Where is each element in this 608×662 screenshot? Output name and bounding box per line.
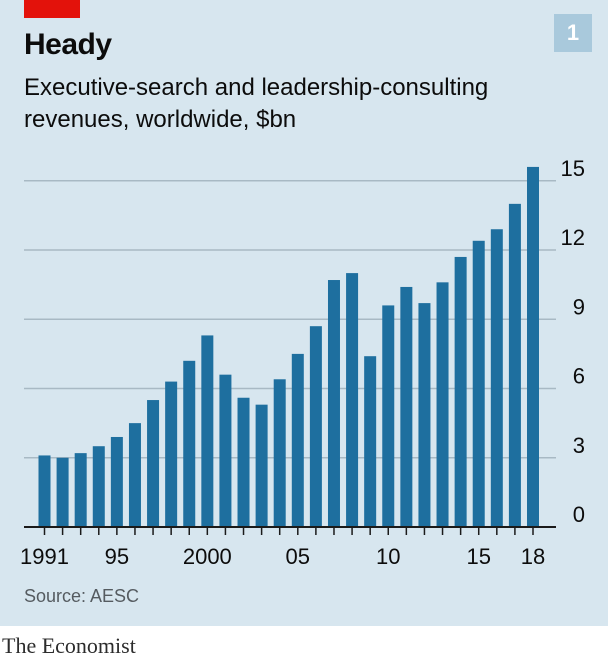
bar-2005 xyxy=(291,353,304,527)
bar-2010 xyxy=(382,305,395,527)
y-tick-label: 15 xyxy=(561,156,585,181)
bar-2012 xyxy=(418,303,431,527)
bar-2001 xyxy=(219,374,232,527)
bar-1996 xyxy=(128,423,141,527)
y-tick-label: 3 xyxy=(573,433,585,458)
bar-1997 xyxy=(147,400,160,527)
x-tick-label: 95 xyxy=(105,544,129,569)
bar-2016 xyxy=(490,229,503,527)
x-tick-label: 1991 xyxy=(20,544,69,569)
publisher-logo: The Economist xyxy=(2,633,136,658)
bar-2018 xyxy=(527,166,539,527)
chart-number-badge: 1 xyxy=(554,14,592,52)
bar-1998 xyxy=(165,381,178,527)
chart-subtitle: Executive-search and leadership-consulti… xyxy=(24,74,489,133)
bar-1993 xyxy=(74,453,87,527)
y-tick-label: 9 xyxy=(573,294,585,319)
bar-1994 xyxy=(92,446,105,527)
y-tick-label: 12 xyxy=(561,225,585,250)
x-tick-label: 05 xyxy=(286,544,310,569)
bar-2006 xyxy=(309,326,322,527)
bar-chart: 0 3 6 9 12 15 1991 95 2000 05 10 15 18 xyxy=(20,156,585,569)
bar-2013 xyxy=(436,282,449,527)
bar-2011 xyxy=(400,286,413,527)
bars xyxy=(38,166,539,527)
bar-2009 xyxy=(364,356,377,527)
x-axis xyxy=(24,526,556,535)
y-tick-label: 6 xyxy=(573,364,585,389)
bar-2002 xyxy=(237,397,250,527)
bar-2017 xyxy=(508,203,521,527)
x-tick-label: 15 xyxy=(466,544,490,569)
bar-1995 xyxy=(110,436,123,527)
bar-1991 xyxy=(38,455,51,527)
x-tick-label: 18 xyxy=(521,544,545,569)
source-note: Source: AESC xyxy=(24,586,140,606)
y-tick-label: 0 xyxy=(573,502,585,527)
bar-2000 xyxy=(201,335,214,527)
bar-1999 xyxy=(183,360,196,527)
x-tick-labels: 1991 95 2000 05 10 15 18 xyxy=(20,544,545,569)
bar-2003 xyxy=(255,404,268,527)
bar-2004 xyxy=(273,379,286,527)
bar-2008 xyxy=(346,273,359,527)
x-tick-label: 10 xyxy=(376,544,400,569)
brand-red-tag xyxy=(24,0,80,18)
chart-title: Heady xyxy=(24,28,112,61)
bar-2014 xyxy=(454,256,467,527)
bar-1992 xyxy=(56,457,69,527)
bar-2007 xyxy=(327,280,340,527)
y-tick-labels: 0 3 6 9 12 15 xyxy=(561,156,585,527)
x-tick-label: 2000 xyxy=(183,544,232,569)
gridlines xyxy=(24,180,556,459)
bar-2015 xyxy=(472,240,485,527)
